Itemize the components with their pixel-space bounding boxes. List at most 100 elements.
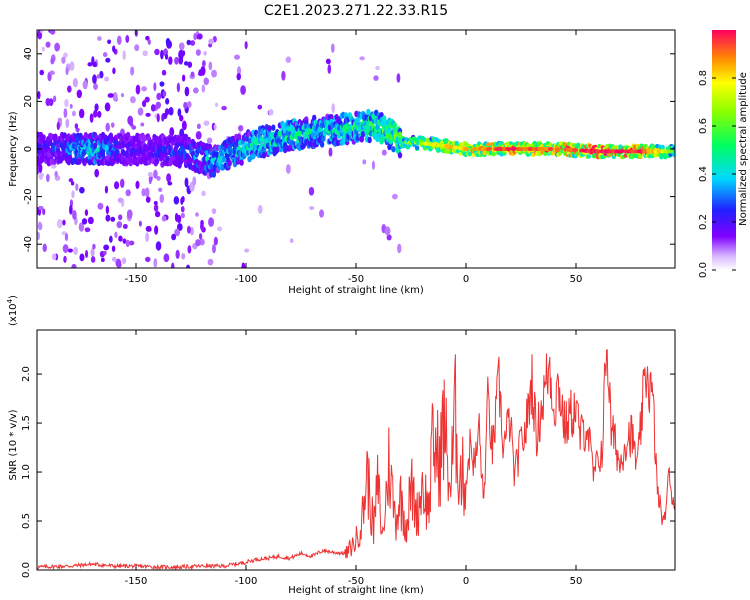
spectrogram-noise-cell — [135, 84, 141, 95]
spectrogram-noise-cell — [125, 189, 131, 197]
spectrogram-noise-cell — [69, 61, 75, 71]
spectrogram-noise-cell — [186, 39, 191, 46]
spectrogram-noise-cell — [50, 57, 55, 65]
spectrogram-noise-cell — [145, 232, 149, 243]
spectrogram-noise-cell — [156, 176, 161, 181]
spectrogram-noise-cell — [216, 226, 223, 232]
spectrogram-noise-cell — [75, 183, 79, 192]
spectrogram-noise-cell — [122, 238, 127, 244]
spectrogram-noise-cell — [173, 196, 180, 205]
spectrogram-noise-cell — [145, 196, 151, 203]
spectrogram-ridge-core — [617, 149, 624, 154]
spectrogram-noise-cell — [130, 66, 135, 76]
spectrogram-ridge-cell — [367, 136, 372, 144]
chart-title: C2E1.2023.271.22.33.R15 — [264, 3, 448, 19]
spectrogram-ridge-cell — [319, 141, 325, 148]
spectrogram-ridge-core — [595, 149, 601, 154]
spectrogram-noise-cell — [206, 137, 213, 144]
spectrogram-noise-cell — [38, 163, 43, 174]
spectrogram-ridge-cell — [550, 151, 556, 156]
spectrogram-noise-cell — [195, 131, 202, 140]
spectrogram-noise-cell — [116, 221, 123, 229]
spectrogram-noise-cell — [183, 61, 189, 66]
spectrogram-ridge-core — [667, 149, 674, 154]
colorbar-tick-label: 0.2 — [698, 214, 709, 230]
spectrogram-noise-cell — [76, 89, 83, 99]
spectrogram-noise-cell — [111, 245, 116, 253]
spectrogram-noise-cell — [94, 168, 100, 178]
spectrogram-ridge-cell — [312, 114, 317, 122]
spectrogram-noise-cell — [142, 100, 147, 108]
spectrogram-noise-cell — [327, 64, 332, 74]
spectrogram-noise-cell — [49, 70, 55, 75]
spectrogram-noise-cell — [192, 176, 197, 186]
spectrogram-noise-cell — [161, 70, 167, 76]
spectrogram-noise-cell — [63, 108, 68, 119]
spectrogram-noise-cell — [107, 39, 112, 45]
spectrogram-noise-cell — [208, 38, 215, 45]
spectrogram-ridge-cell — [329, 113, 334, 121]
spectrogram-noise-cell — [289, 238, 294, 244]
spectrogram-noise-cell — [154, 211, 161, 218]
spectrogram-noise-cell — [40, 30, 44, 34]
spectrogram-noise-cell — [397, 243, 402, 254]
spectrogram-noise-cell — [161, 215, 167, 222]
spectrogram-noise-cell — [208, 61, 213, 71]
spectrogram-noise-cell — [181, 74, 186, 82]
spectrogram-noise-cell — [79, 253, 85, 262]
spectrogram-noise-cell — [196, 123, 201, 130]
colorbar-ticks: 0.0 0.2 0.4 0.6 0.8 — [698, 70, 736, 278]
spectrogram-noise-cell — [114, 231, 118, 239]
spectrogram-noise-cell — [110, 122, 115, 128]
spectrogram-noise-cell — [38, 173, 43, 180]
spectrogram-noise-cell — [309, 206, 315, 211]
spectrogram-noise-cell — [120, 93, 125, 98]
spectrogram-ridge-cell — [214, 151, 219, 158]
bottom-y-tick-label: 0.0 — [21, 562, 32, 578]
spectrogram-noise-cell — [328, 147, 333, 157]
spectrogram-ridge-cell — [392, 122, 397, 129]
svg-text:(x104): (x104) — [6, 295, 19, 326]
spectrogram-noise-cell — [138, 220, 142, 227]
spectrogram-ridge-cell — [128, 156, 133, 163]
spectrogram-noise-cell — [153, 82, 157, 92]
spectrogram-ridge-cell — [660, 144, 665, 150]
colorbar: 0.0 0.2 0.4 0.6 0.8 Normalized spectral ampl… — [698, 30, 749, 278]
spectrogram-noise-cell — [73, 80, 77, 86]
spectrogram-noise-cell — [104, 76, 110, 82]
spectrogram-noise-cell — [325, 58, 331, 65]
spectrogram-noise-cell — [117, 197, 124, 203]
spectrogram-noise-cell — [41, 46, 45, 52]
spectrogram-noise-cell — [72, 110, 76, 117]
spectrogram-noise-cell — [212, 244, 216, 254]
top-x-axis: -150 -100 -50 0 50 — [125, 30, 582, 285]
spectrogram-noise-cell — [158, 187, 163, 193]
spectrogram-ridge-cell — [321, 135, 326, 142]
spectrogram-ridge-cell — [467, 151, 473, 157]
spectrogram-noise-cell — [129, 122, 134, 127]
spectrogram-noise-cell — [104, 185, 109, 194]
spectrogram-ridge-cell — [366, 108, 371, 116]
spectrogram-noise-cell — [153, 169, 158, 179]
spectrogram-ridge-core — [554, 147, 561, 152]
spectrogram-noise-cell — [102, 52, 108, 58]
spectrogram-ridge-core — [572, 148, 579, 153]
spectrogram-noise-cell — [90, 256, 96, 263]
spectrogram-noise-cell — [92, 61, 97, 68]
bottom-x-tick-label: 0 — [463, 576, 469, 587]
spectrogram-noise-cell — [207, 258, 214, 266]
spectrogram-ridge-cell — [672, 152, 675, 158]
bottom-y-scale-note: (x104) — [6, 295, 19, 326]
spectrogram-noise-cell — [73, 246, 79, 256]
spectrogram-ridge-cell — [491, 152, 496, 157]
spectrogram-noise-cell — [144, 187, 150, 198]
spectrogram-noise-cell — [37, 222, 43, 231]
spectrogram-noise-cell — [63, 52, 68, 58]
spectrogram-noise-cell — [375, 65, 381, 71]
bottom-x-axis-label: Height of straight line (km) — [288, 585, 424, 596]
spectrogram-noise-cell — [134, 44, 140, 52]
spectrogram-ridge-cell — [532, 140, 537, 146]
spectrogram-ridge-cell — [261, 151, 267, 159]
spectrogram-noise-cell — [92, 243, 96, 250]
